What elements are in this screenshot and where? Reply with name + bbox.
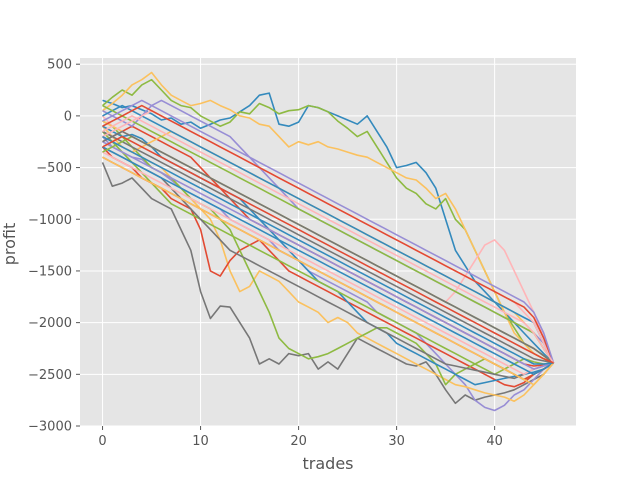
y-tick-label: −2000 (28, 316, 72, 331)
x-tick-label: 10 (192, 434, 209, 449)
y-tick-label: −500 (36, 161, 72, 176)
series-line-3 (102, 71, 554, 364)
series-line-13 (101, 130, 554, 376)
x-tick-label: 30 (388, 434, 405, 449)
y-tick-labels: 500 0 −500 −1000 −1500 −2000 −2500 −3000 (28, 58, 80, 435)
series-line-30 (102, 115, 555, 364)
x-axis-label: trades (303, 454, 354, 473)
series-line-27 (102, 99, 555, 364)
series-line-29 (102, 130, 554, 364)
y-tick-label: −1500 (28, 264, 72, 279)
x-tick-label: 40 (486, 434, 503, 449)
series-line-28 (102, 156, 555, 386)
series-line-32 (102, 135, 554, 364)
series-line-16 (102, 151, 554, 376)
y-tick-label: −3000 (28, 420, 72, 435)
series-group (101, 71, 555, 412)
y-tick-label: −2500 (28, 368, 72, 383)
y-axis-label: profit (0, 223, 19, 266)
series-line-8 (102, 120, 554, 386)
series-line-17 (102, 104, 555, 364)
series-line-25 (102, 104, 555, 364)
x-tick-label: 20 (290, 434, 307, 449)
series-line-4 (101, 162, 555, 405)
y-tick-label: −1000 (28, 213, 72, 228)
x-tick-label: 0 (98, 434, 106, 449)
y-tick-label: 500 (47, 58, 72, 73)
y-tick-label: 0 (64, 109, 72, 124)
series-line-19 (102, 104, 555, 364)
series-line-31 (102, 135, 554, 365)
series-line-22 (102, 130, 554, 364)
series-line-20 (102, 140, 554, 370)
x-tick-labels: 0 10 20 30 40 (98, 426, 503, 449)
series-line-14 (102, 146, 554, 380)
series-line-24 (102, 146, 554, 376)
